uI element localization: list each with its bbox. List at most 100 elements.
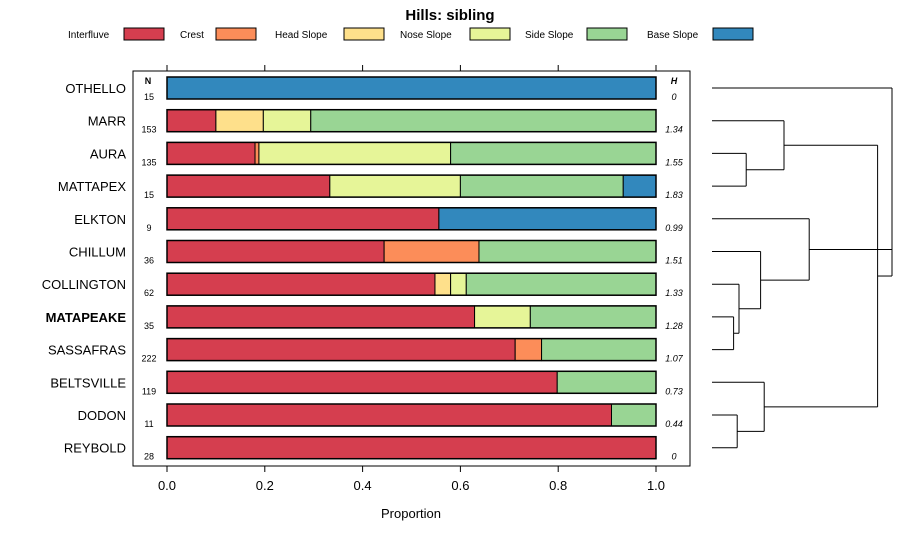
legend-swatch-side-slope xyxy=(586,27,628,41)
x-tick-label-5: 1.0 xyxy=(647,478,665,493)
dendrogram xyxy=(712,87,893,449)
plot-frame xyxy=(132,70,691,467)
h-value-sassafras: 1.07 xyxy=(665,354,684,364)
n-value-beltsville: 119 xyxy=(142,386,156,396)
legend-swatch-base-slope xyxy=(712,27,754,41)
bar-segment-othello-base-slope xyxy=(166,76,657,100)
h-value-mattapex: 1.83 xyxy=(665,190,683,200)
n-value-dodon: 11 xyxy=(144,419,153,429)
row-label-marr: MARR xyxy=(88,114,126,129)
bar-outline-matapeake xyxy=(166,305,657,329)
x-axis-label: Proportion xyxy=(381,506,441,521)
row-label-chillum: CHILLUM xyxy=(69,245,126,260)
bar-segment-aura-interfluve xyxy=(166,141,256,165)
plot-area: 0.0 0.2 0.4 0.6 0.8 1.0 N H OTHELLO 15 0 MARR 153 1.3… xyxy=(42,65,691,493)
legend-label-crest: Crest xyxy=(180,30,204,41)
x-tick-label-3: 0.6 xyxy=(451,478,469,493)
bar-segment-chillum-interfluve xyxy=(166,240,385,263)
bar-segment-elkton-base-slope xyxy=(438,207,657,231)
bar-outline-othello xyxy=(166,76,657,100)
row-label-sassafras: SASSAFRAS xyxy=(48,343,126,358)
h-value-othello: 0 xyxy=(671,92,676,102)
bar-segment-dodon-side-slope xyxy=(611,403,657,427)
bar-segment-chillum-side-slope xyxy=(478,240,657,263)
n-value-collington: 62 xyxy=(144,288,154,298)
legend-swatch-head-slope xyxy=(343,27,385,41)
bar-segment-aura-nose-slope xyxy=(258,141,452,165)
bar-outline-reybold xyxy=(166,435,657,460)
h-value-beltsville: 0.73 xyxy=(665,386,683,396)
row-label-dodon: DODON xyxy=(78,408,126,423)
bar-outline-mattapex xyxy=(166,174,657,198)
bar-outline-sassafras xyxy=(166,337,657,362)
bar-segment-matapeake-nose-slope xyxy=(474,305,531,329)
bar-segment-dodon-interfluve xyxy=(166,403,613,427)
legend-swatch-crest xyxy=(215,27,257,41)
bar-segment-beltsville-interfluve xyxy=(166,370,558,394)
bar-segment-marr-side-slope xyxy=(310,109,657,133)
bar-outline-collington xyxy=(166,272,657,296)
bar-segment-matapeake-interfluve xyxy=(166,305,476,329)
n-value-marr: 153 xyxy=(141,125,156,135)
legend-label-base-slope: Base Slope xyxy=(647,30,699,41)
row-label-elkton: ELKTON xyxy=(74,212,126,227)
legend-swatch-interfluve xyxy=(123,27,165,41)
n-value-aura: 135 xyxy=(141,157,156,167)
bar-segment-mattapex-base-slope xyxy=(622,174,657,198)
bar-segment-sassafras-crest xyxy=(514,338,543,362)
bar-segment-elkton-interfluve xyxy=(166,207,440,231)
bar-segment-collington-side-slope xyxy=(465,272,657,296)
bar-outline-aura xyxy=(166,141,657,166)
row-label-mattapex: MATTAPEX xyxy=(58,179,126,194)
bar-outline-dodon xyxy=(166,403,657,427)
bar-segment-mattapex-nose-slope xyxy=(329,174,461,198)
bar-segment-collington-head-slope xyxy=(434,272,452,296)
n-value-reybold: 28 xyxy=(144,452,154,462)
chart-title: Hills: sibling xyxy=(405,7,494,24)
x-tick-label-0: 0.0 xyxy=(158,478,176,493)
legend-label-head-slope: Head Slope xyxy=(275,30,328,41)
bar-segment-marr-head-slope xyxy=(215,109,264,133)
n-value-matapeake: 35 xyxy=(144,321,154,331)
bar-segment-collington-nose-slope xyxy=(450,272,467,296)
legend-swatch-nose-slope xyxy=(469,27,511,41)
bar-segment-mattapex-interfluve xyxy=(166,174,331,198)
x-tick-label-1: 0.2 xyxy=(256,478,274,493)
h-value-collington: 1.33 xyxy=(665,288,683,298)
n-column-header: N xyxy=(145,76,152,86)
bar-outline-chillum xyxy=(166,239,657,264)
n-value-sassafras: 222 xyxy=(141,354,156,364)
h-column-header: H xyxy=(671,76,678,86)
legend-label-interfluve: Interfluve xyxy=(68,30,110,41)
bar-segment-marr-interfluve xyxy=(166,109,217,133)
bar-segment-beltsville-side-slope xyxy=(556,370,657,394)
bar-segment-matapeake-side-slope xyxy=(529,305,657,329)
row-label-othello: OTHELLO xyxy=(65,81,126,96)
bar-segment-mattapex-side-slope xyxy=(459,174,624,198)
x-tick-label-4: 0.8 xyxy=(549,478,567,493)
bar-segment-sassafras-interfluve xyxy=(166,338,516,362)
row-label-beltsville: BELTSVILLE xyxy=(50,375,126,390)
h-value-marr: 1.34 xyxy=(665,125,683,135)
n-value-elkton: 9 xyxy=(146,223,151,233)
bar-segment-reybold-interfluve xyxy=(166,436,657,460)
bar-outline-marr xyxy=(166,108,657,133)
h-value-chillum: 1.51 xyxy=(665,256,683,266)
h-value-aura: 1.55 xyxy=(665,157,684,167)
bar-outline-beltsville xyxy=(166,370,657,395)
legend: Interfluve Crest Head Slope Nose Slope Side … xyxy=(68,27,754,41)
bar-segment-chillum-crest xyxy=(383,240,480,263)
bar-segment-aura-crest xyxy=(254,141,260,165)
bar-segment-collington-interfluve xyxy=(166,272,436,296)
n-value-mattapex: 15 xyxy=(144,190,154,200)
x-tick-label-2: 0.4 xyxy=(354,478,372,493)
bar-segment-aura-side-slope xyxy=(450,141,657,165)
n-value-othello: 15 xyxy=(144,92,154,102)
row-label-reybold: REYBOLD xyxy=(64,441,126,456)
h-value-matapeake: 1.28 xyxy=(665,321,683,331)
row-label-collington: COLLINGTON xyxy=(42,277,126,292)
row-label-matapeake: MATAPEAKE xyxy=(46,310,127,325)
row-label-aura: AURA xyxy=(90,146,126,161)
h-value-reybold: 0 xyxy=(671,452,676,462)
